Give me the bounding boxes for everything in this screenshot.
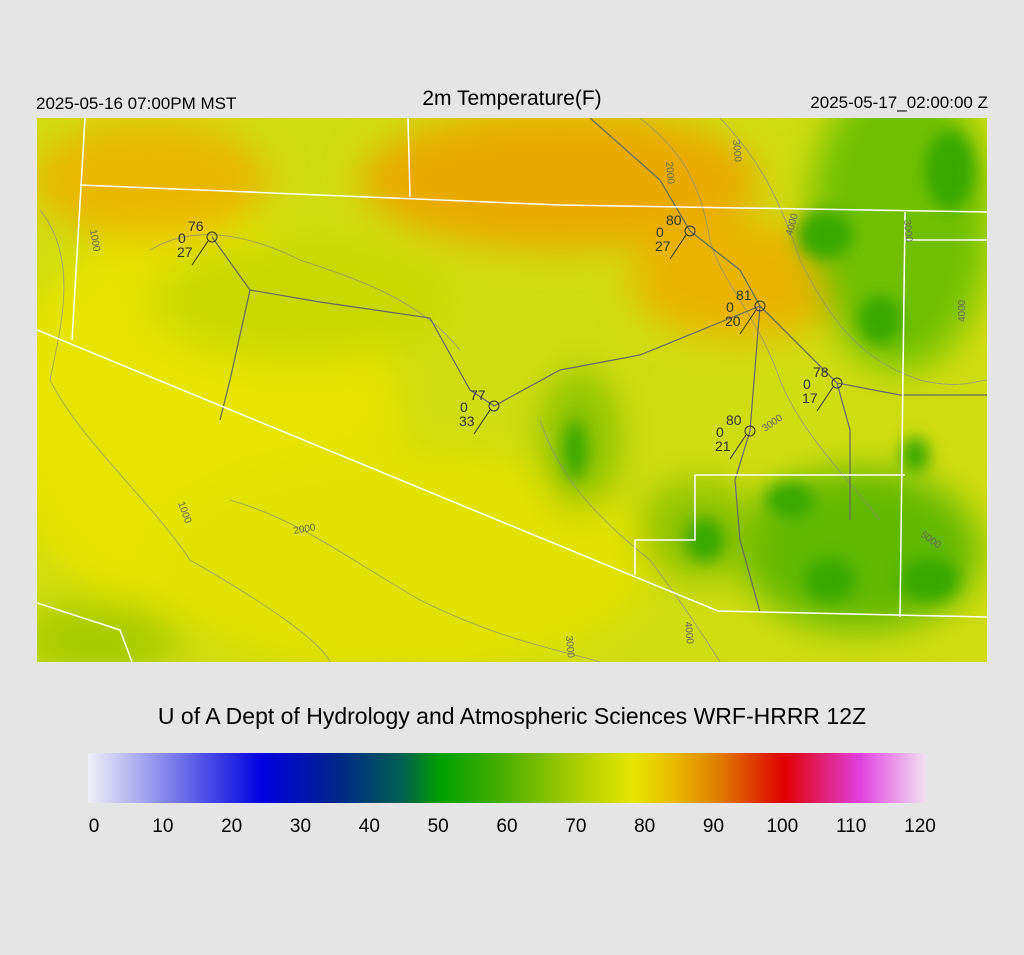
dewpoint: 27	[177, 244, 193, 260]
contour-label: 3000	[730, 139, 743, 163]
colorbar-tick-label: 70	[565, 816, 586, 837]
contour-label: 3000	[901, 219, 914, 243]
contour-label: 2000	[293, 522, 317, 537]
colorbar-tick-label: 50	[428, 816, 449, 837]
temperature: 80	[726, 412, 742, 428]
colorbar-tick-label: 100	[766, 816, 798, 837]
colorbar-tick-label: 120	[904, 816, 936, 837]
contour-label: 4000	[682, 621, 695, 645]
wind-barb	[473, 409, 491, 435]
dewpoint: 33	[459, 413, 475, 429]
colorbar-tick-label: 10	[152, 816, 173, 837]
station-marker	[488, 400, 500, 412]
contour-label: 4000	[957, 299, 968, 322]
wind-barb	[816, 386, 834, 412]
wind-barb	[669, 234, 687, 260]
contour-label: 1000	[87, 229, 102, 253]
wind-speed: 0	[656, 224, 664, 240]
wind-speed: 0	[460, 399, 468, 415]
wind-barb	[191, 240, 209, 266]
contour-label: 2000	[663, 161, 676, 185]
colorbar	[88, 753, 927, 803]
colorbar-tick-label: 20	[221, 816, 242, 837]
colorbar-tick-label: 80	[634, 816, 655, 837]
wind-speed: 0	[803, 376, 811, 392]
valid-time-local: 2025-05-16 07:00PM MST	[36, 94, 236, 113]
station-marker	[744, 425, 756, 437]
dewpoint: 21	[715, 438, 731, 454]
station-marker	[754, 300, 766, 312]
colorbar-ticks: 0 10 20 30 40 50 60 70 80 90 100 110 120	[89, 816, 936, 837]
colorbar-tick-label: 0	[89, 816, 100, 837]
temperature: 77	[470, 387, 486, 403]
colorbar-tick-label: 110	[836, 816, 866, 837]
map-title: 2m Temperature(F)	[422, 87, 601, 110]
contour-labels: 1000100020002000300030004000400030005000…	[87, 139, 968, 659]
wind-speed: 0	[178, 230, 186, 246]
contour-label: 3000	[563, 635, 576, 659]
wind-speed: 0	[716, 424, 724, 440]
temperature: 76	[188, 218, 204, 234]
credit: U of A Dept of Hydrology and Atmospheric…	[158, 703, 866, 729]
dewpoint: 20	[725, 313, 741, 329]
wind-speed: 0	[726, 299, 734, 315]
dewpoint: 27	[655, 238, 671, 254]
wind-barb	[739, 309, 757, 335]
station-marker	[206, 231, 218, 243]
dewpoint: 17	[802, 390, 818, 406]
wind-barb	[729, 434, 747, 460]
colorbar-tick-label: 90	[703, 816, 724, 837]
temperature-field	[37, 118, 987, 662]
temperature: 78	[813, 364, 829, 380]
valid-time-utc: 2025-05-17_02:00:00 Z	[810, 93, 988, 112]
colorbar-tick-label: 30	[290, 816, 311, 837]
station-marker	[684, 225, 696, 237]
temperature: 81	[736, 287, 752, 303]
station-marker	[831, 377, 843, 389]
colorbar-tick-label: 40	[359, 816, 380, 837]
colorbar-tick-label: 60	[496, 816, 517, 837]
temperature: 80	[666, 212, 682, 228]
